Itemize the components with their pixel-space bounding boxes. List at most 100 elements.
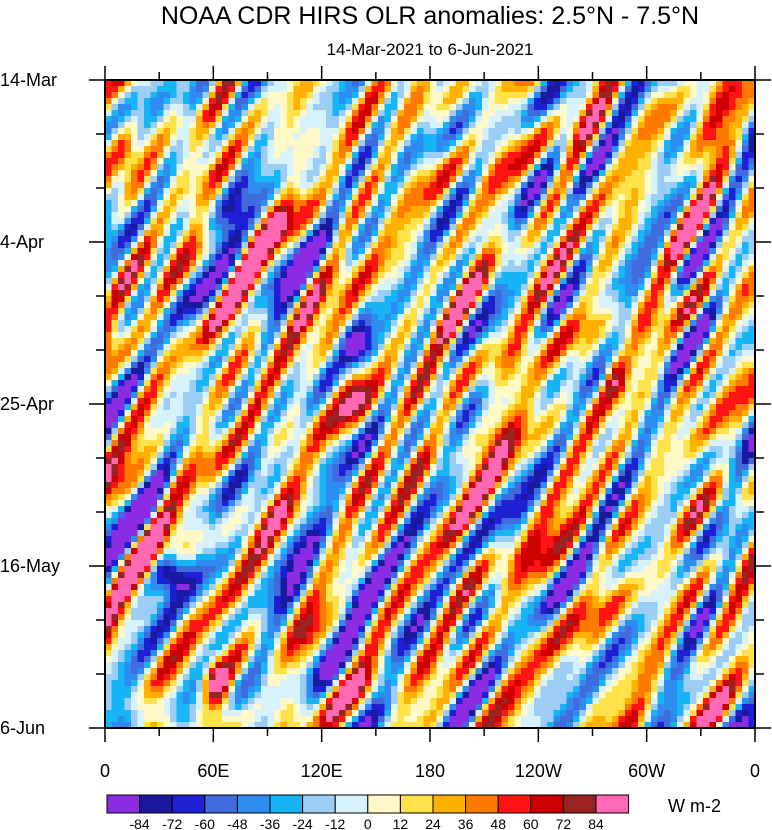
field-cell: [248, 374, 255, 381]
field-cell: [150, 296, 158, 303]
field-cell: [261, 218, 268, 225]
field-cell: [365, 206, 372, 213]
field-cell: [735, 290, 743, 297]
field-cell: [631, 350, 639, 357]
field-cell: [371, 158, 379, 165]
field-cell: [560, 326, 567, 333]
field-cell: [124, 344, 132, 351]
field-cell: [274, 308, 281, 315]
field-cell: [417, 368, 424, 375]
field-cell: [449, 266, 457, 273]
field-cell: [690, 110, 697, 117]
field-cell: [631, 176, 639, 183]
field-cell: [462, 314, 470, 321]
field-cell: [696, 152, 704, 159]
field-cell: [371, 98, 379, 105]
field-cell: [638, 218, 645, 225]
field-cell: [690, 122, 697, 129]
field-cell: [189, 368, 197, 375]
field-cell: [540, 320, 548, 327]
field-cell: [592, 266, 600, 273]
field-cell: [150, 98, 158, 105]
field-cell: [657, 152, 665, 159]
field-cell: [592, 128, 600, 135]
field-cell: [521, 206, 528, 213]
field-cell: [553, 314, 561, 321]
field-cell: [735, 242, 743, 249]
field-cell: [118, 200, 125, 207]
field-cell: [488, 122, 496, 129]
field-cell: [124, 206, 132, 213]
field-cell: [430, 194, 437, 201]
field-cell: [105, 128, 112, 135]
field-cell: [716, 110, 723, 117]
field-cell: [378, 182, 385, 189]
field-cell: [488, 170, 496, 177]
field-cell: [475, 242, 483, 249]
field-cell: [358, 134, 366, 141]
field-cell: [196, 116, 203, 123]
field-cell: [189, 104, 197, 111]
field-cell: [137, 290, 145, 297]
field-cell: [540, 278, 548, 285]
field-cell: [261, 374, 268, 381]
field-cell: [378, 284, 385, 291]
field-cell: [124, 98, 132, 105]
field-cell: [215, 194, 223, 201]
field-cell: [605, 218, 613, 225]
field-cell: [339, 92, 346, 99]
field-cell: [176, 86, 184, 93]
field-cell: [677, 98, 684, 105]
field-cell: [124, 254, 132, 261]
field-cell: [462, 116, 470, 123]
field-cell: [144, 350, 151, 357]
field-cell: [573, 344, 580, 351]
field-cell: [384, 122, 392, 129]
field-cell: [618, 266, 626, 273]
field-cell: [267, 338, 275, 345]
field-cell: [573, 236, 580, 243]
field-cell: [371, 170, 379, 177]
field-cell: [144, 164, 151, 171]
field-cell: [365, 134, 372, 141]
field-cell: [683, 188, 691, 195]
field-cell: [560, 368, 567, 375]
field-cell: [124, 332, 132, 339]
field-cell: [644, 368, 652, 375]
field-cell: [313, 224, 320, 231]
field-cell: [716, 302, 723, 309]
field-cell: [742, 194, 749, 201]
field-cell: [508, 200, 515, 207]
field-cell: [365, 326, 372, 333]
field-cell: [729, 260, 736, 267]
field-cell: [748, 152, 755, 159]
field-cell: [612, 176, 619, 183]
field-cell: [404, 104, 411, 111]
field-cell: [690, 356, 697, 363]
field-cell: [215, 272, 223, 279]
field-cell: [215, 134, 223, 141]
field-cell: [696, 98, 704, 105]
field-cell: [352, 80, 359, 87]
field-cell: [742, 212, 749, 219]
field-cell: [664, 260, 671, 267]
field-cell: [664, 86, 671, 93]
field-cell: [566, 92, 574, 99]
field-cell: [742, 98, 749, 105]
field-cell: [124, 290, 132, 297]
field-cell: [553, 146, 561, 153]
field-cell: [527, 176, 535, 183]
field-cell: [118, 146, 125, 153]
field-cell: [202, 254, 210, 261]
field-cell: [456, 206, 463, 213]
field-cell: [267, 368, 275, 375]
field-cell: [293, 338, 301, 345]
field-cell: [469, 80, 476, 87]
field-cell: [729, 98, 736, 105]
field-cell: [254, 344, 262, 351]
field-cell: [579, 188, 587, 195]
field-cell: [709, 374, 717, 381]
field-cell: [313, 206, 320, 213]
field-cell: [612, 212, 619, 219]
field-cell: [313, 212, 320, 219]
